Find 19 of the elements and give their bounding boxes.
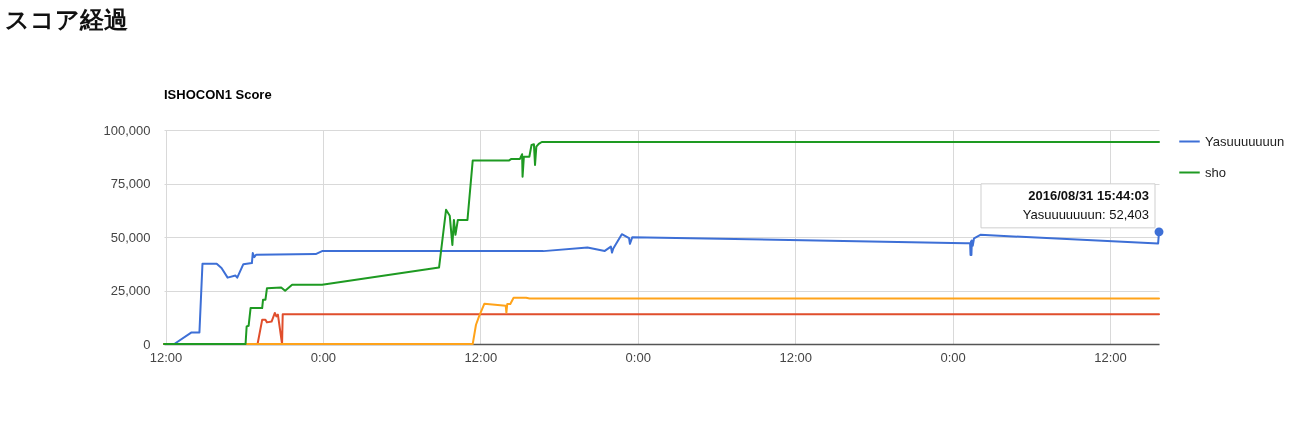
x-tick-label: 0:00 (940, 349, 966, 365)
y-tick-label: 0 (143, 336, 151, 352)
annotation: Yasuuuuuuun: 52,403 (1022, 207, 1149, 223)
legend-label: sho (1205, 164, 1226, 180)
line-series (163, 140, 1160, 345)
y-tick-label: 100,000 (103, 122, 151, 138)
x-tick-label: 12:00 (149, 349, 183, 365)
y-tick-label: 25,000 (110, 283, 151, 298)
chart-title: スコア経過 (5, 5, 128, 35)
x-tick-label: 0:00 (625, 349, 651, 365)
x-tick-label: 12:00 (779, 349, 812, 365)
legend-label: Yasuuuuuuun (1205, 133, 1285, 149)
x-tick-label: 12:00 (464, 349, 498, 365)
y-tick-label: 75,000 (110, 176, 151, 191)
chart-subtitle: ISHOCON1 Score (164, 87, 272, 102)
x-tick-label: 0:00 (310, 349, 337, 365)
annotation: 2016/08/31 15:44:03 (1028, 188, 1149, 204)
y-tick-label: 50,000 (110, 229, 151, 245)
x-tick-label: 12:00 (1094, 349, 1127, 365)
